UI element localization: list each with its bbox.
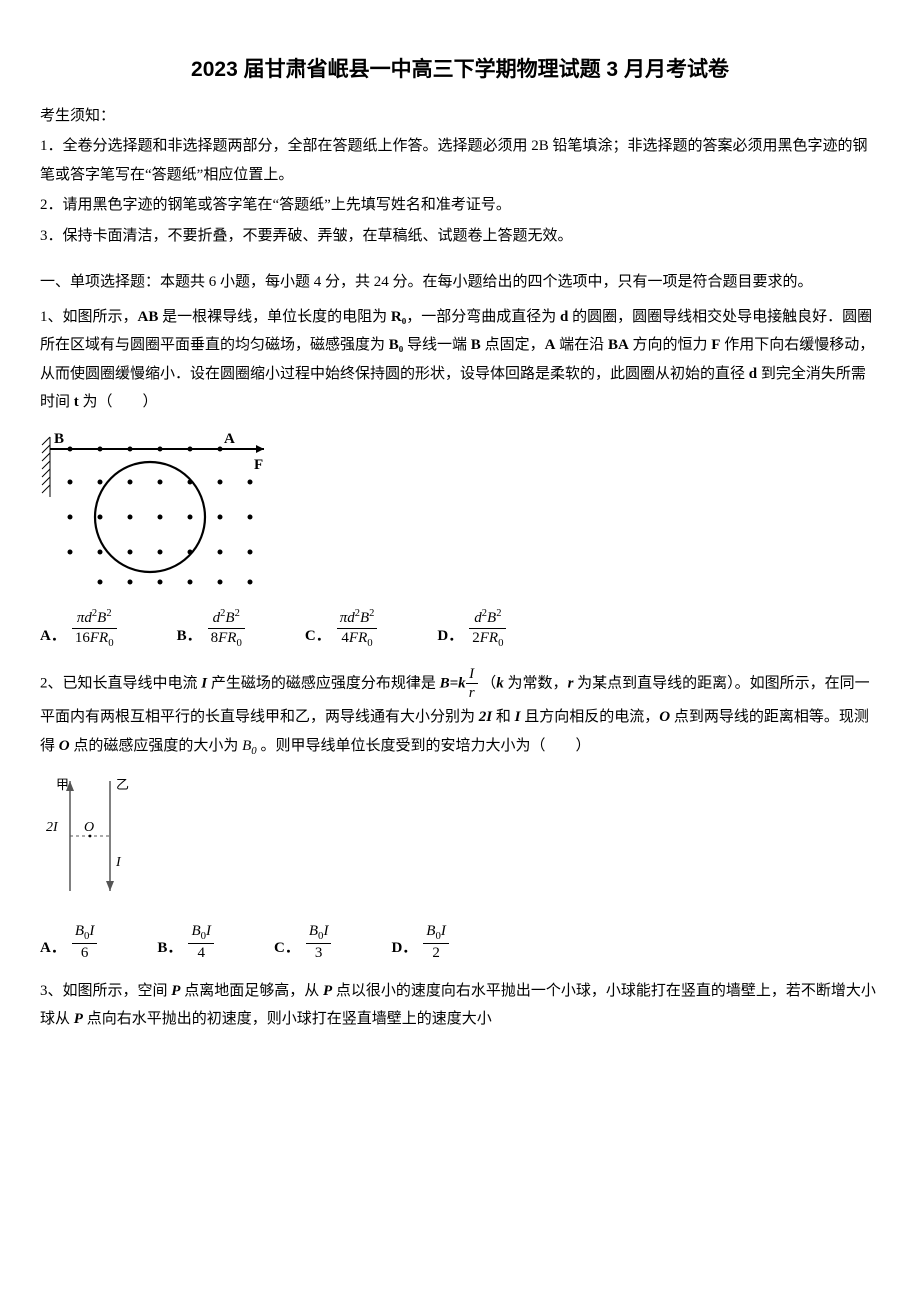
question-2: 2、已知长直导线中电流 I 产生磁场的磁感应强度分布规律是 B=kIr （k 为… (40, 665, 880, 762)
q2-m3: 为常数， (504, 675, 568, 691)
q2-pre: 2、已知长直导线中电流 (40, 675, 201, 691)
q2-b-label: B． (157, 934, 182, 963)
q2-figure: 甲 乙 2I I O (40, 771, 880, 912)
q2-fig-2i: 2I (46, 820, 59, 835)
q3-t5: P (74, 1011, 83, 1027)
q1-fig-b: B (54, 431, 64, 447)
q1-a-label: A． (40, 622, 66, 651)
q1-t3: R₀ (391, 309, 406, 325)
q1-figure: B A F (40, 427, 880, 598)
q3-t3: P (323, 983, 332, 999)
q1-t0: 1、如图所示， (40, 309, 138, 325)
q1-option-b: B． d2B28FR0 (177, 607, 245, 650)
q3-t2: 点离地面足够高，从 (180, 983, 323, 999)
q1-t9: B (471, 337, 481, 353)
q2-end: 。则甲导线单位长度受到的安培力大小为（ ） (257, 738, 591, 754)
q2-fig-yi: 乙 (116, 777, 129, 792)
q2-k: k (496, 675, 504, 691)
q2-a-label: A． (40, 934, 66, 963)
q2-and: 和 (492, 709, 515, 725)
q1-t14: 方向的恒力 (629, 337, 712, 353)
q2-option-b: B． B0I4 (157, 922, 214, 963)
q2-O: O (659, 709, 670, 725)
instruction-3: 3．保持卡面清洁，不要折叠，不要弄破、弄皱，在草稿纸、试题卷上答题无效。 (40, 222, 880, 251)
q1-options: A． πd2B216FR0 B． d2B28FR0 C． πd2B24FR0 D… (40, 607, 880, 650)
q2-option-a: A． B0I6 (40, 922, 97, 963)
question-3: 3、如图所示，空间 P 点离地面足够高，从 P 点以很小的速度向右水平抛出一个小… (40, 977, 880, 1034)
q2-option-d: D． B0I2 (391, 922, 448, 963)
q1-b-label: B． (177, 622, 202, 651)
q1-d-label: D． (437, 622, 463, 651)
q2-options: A． B0I6 B． B0I4 C． B0I3 D． B0I2 (40, 922, 880, 963)
q2-d-label: D． (391, 934, 417, 963)
q1-fig-a: A (224, 431, 235, 447)
q2-Beq: B=k (440, 675, 466, 691)
q1-option-a: A． πd2B216FR0 (40, 607, 117, 650)
q1-t7: B₀ (389, 337, 404, 353)
q1-t8: 导线一端 (403, 337, 471, 353)
q1-fig-f: F (254, 457, 263, 473)
q1-t11: A (545, 337, 556, 353)
q1-option-c: C． πd2B24FR0 (305, 607, 378, 650)
q1-t2: 是一根裸导线，单位长度的电阻为 (158, 309, 391, 325)
q1-t20: 为（ ） (79, 394, 158, 410)
q2-B0: B0 (242, 738, 257, 754)
q2-fig-jia: 甲 (56, 777, 69, 792)
q2-option-c: C． B0I3 (274, 922, 331, 963)
q2-c-label: C． (274, 934, 300, 963)
q2-fig-o: O (84, 820, 94, 835)
q2-m1: 产生磁场的磁感应强度分布规律是 (207, 675, 440, 691)
q2-m2: （ (481, 675, 496, 691)
instruction-1: 1．全卷分选择题和非选择题两部分，全部在答题纸上作答。选择题必须用 2B 铅笔填… (40, 132, 880, 189)
q1-t12: 端在沿 (555, 337, 608, 353)
page-title: 2023 届甘肃省岷县一中高三下学期物理试题 3 月月考试卷 (40, 50, 880, 90)
q1-t1: AB (138, 309, 159, 325)
q3-t0: 3、如图所示，空间 (40, 983, 171, 999)
q2-m5: 且方向相反的电流， (520, 709, 659, 725)
q1-t17: d (749, 366, 757, 382)
section-1-head: 一、单项选择题：本题共 6 小题，每小题 4 分，共 24 分。在每小题给出的四… (40, 268, 880, 297)
q2-O2: O (59, 738, 70, 754)
q3-t6: 点向右水平抛出的初速度，则小球打在竖直墙壁上的速度大小 (83, 1011, 492, 1027)
q2-2I: 2I (479, 709, 492, 725)
instruction-2: 2．请用黑色字迹的钢笔或答字笔在“答题纸”上先填写姓名和准考证号。 (40, 191, 880, 220)
q1-t10: 点固定， (481, 337, 545, 353)
q1-c-label: C． (305, 622, 331, 651)
q2-m7: 点的磁感应强度的大小为 (70, 738, 243, 754)
q1-t13: BA (608, 337, 629, 353)
question-1: 1、如图所示，AB 是一根裸导线，单位长度的电阻为 R₀，一部分弯曲成直径为 d… (40, 303, 880, 417)
instructions-head: 考生须知： (40, 102, 880, 131)
q2-frac-den: r (466, 684, 478, 703)
q2-frac-num: I (466, 665, 478, 685)
q1-t4: ，一部分弯曲成直径为 (406, 309, 560, 325)
q2-fig-i: I (115, 855, 122, 870)
q1-option-d: D． d2B22FR0 (437, 607, 506, 650)
